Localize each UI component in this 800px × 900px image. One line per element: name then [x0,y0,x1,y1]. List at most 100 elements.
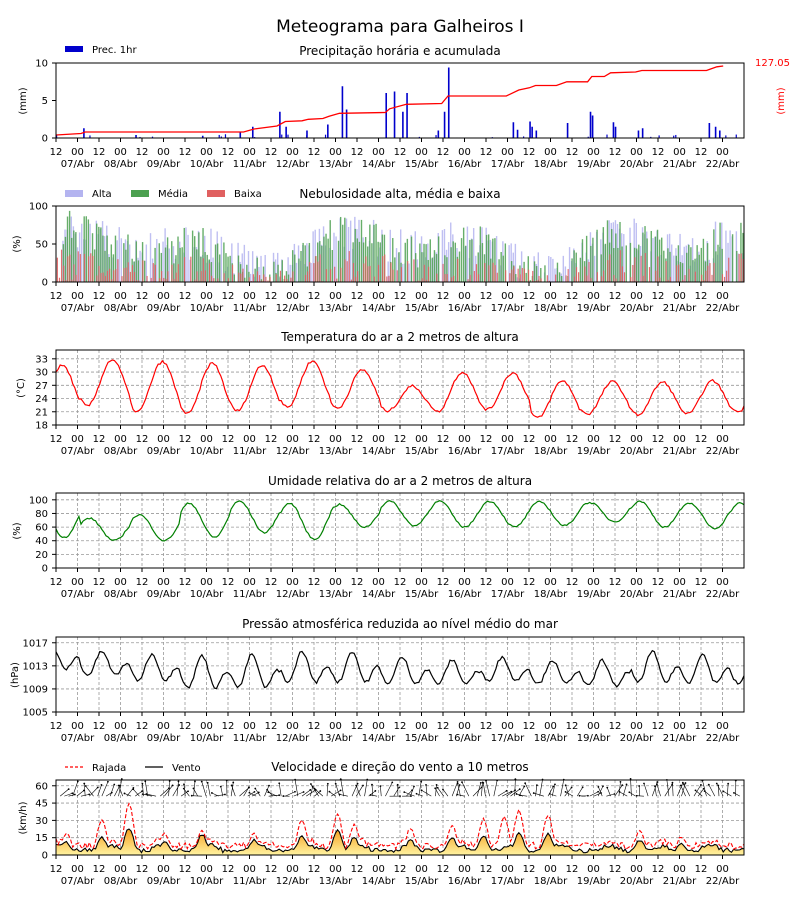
x-tick-label: 12 [308,147,321,158]
wind-direction-arrow [457,783,461,797]
x-day-label: 10/Abr [190,159,224,170]
cloud-bar-high [475,255,477,282]
x-tick-label: 12 [566,577,579,588]
precip-bar [281,134,283,138]
x-tick-label: 00 [286,434,299,445]
wind-direction-arrow [247,791,255,797]
cloud-bar-mid [519,265,521,282]
wind-arrow-head [510,790,513,793]
cloud-bar-low [177,264,179,282]
precip-bar [650,136,652,138]
cloud-bar-low [104,275,106,282]
wind-arrow-head [420,789,423,792]
cloud-bar-mid [198,232,200,282]
cloud-bar-low [69,254,71,282]
x-tick-label: 00 [673,864,686,875]
x-day-label: 08/Abr [104,876,138,887]
cloud-bar-high [149,233,152,282]
cloud-bar-high [564,266,567,282]
cloud-bar-mid [404,242,406,282]
x-tick-label: 12 [93,577,106,588]
x-day-label: 09/Abr [147,733,181,744]
cloud-bar-mid [173,263,175,282]
x-day-label: 17/Abr [491,303,525,314]
x-tick-label: 00 [286,291,299,302]
x-tick-label: 00 [415,721,428,732]
cloud-bar-mid [285,271,288,282]
cloud-bar-mid [698,254,700,282]
cloud-bar-mid [262,266,265,282]
x-tick-label: 12 [265,864,278,875]
x-tick-label: 12 [136,721,149,732]
cloud-bar-mid [658,239,661,282]
cloud-bar-mid [321,245,323,282]
x-tick-label: 00 [243,147,256,158]
wind-arrow-head [703,790,706,792]
cloud-bar-mid [367,246,369,282]
x-tick-label: 00 [544,721,557,732]
cloud-bar-low [238,272,240,282]
wind-direction-arrow [614,784,623,797]
cloud-bar-high [562,255,565,282]
wind-arrow-head [581,786,584,789]
cloud-bar-low [484,263,486,282]
x-tick-label: 12 [394,434,407,445]
wind-direction-arrow [68,794,75,797]
cloud-bar-high [185,227,187,282]
x-tick-label: 00 [630,577,643,588]
wind-direction-arrow [294,779,299,797]
x-day-label: 22/Abr [706,876,740,887]
cloud-bar-low [377,264,380,282]
x-tick-label: 00 [114,577,127,588]
x-tick-label: 00 [673,147,686,158]
cloud-bar-high [639,246,642,282]
x-day-label: 12/Abr [276,876,310,887]
wind-direction-arrow [539,779,543,797]
wind-arrow-head [532,792,535,794]
cloud-bar-mid [337,240,340,282]
cloud-bar-mid [681,263,684,282]
cloud-bar-low [723,276,726,282]
x-tick-label: 00 [673,577,686,588]
precip-bar [714,126,717,138]
cloud-bar-mid [183,227,185,282]
x-tick-label: 12 [695,864,708,875]
y-tick-label: 20 [35,550,48,561]
cloud-bar-mid [398,252,400,282]
x-tick-label: 00 [286,721,299,732]
x-day-label: 10/Abr [190,589,224,600]
cloud-bar-low [204,270,207,282]
precip-bar [725,135,727,138]
cloud-bar-low [313,263,315,282]
x-day-label: 14/Abr [362,876,396,887]
precip-bar [708,123,711,138]
cloud-bar-low [127,262,129,282]
cloud-bar-mid [615,233,617,282]
wind-arrow-head [313,787,316,790]
cloud-bar-mid [717,244,719,282]
precip-bar [591,115,594,138]
cloud-bar-mid [667,248,669,282]
wind-direction-arrow [331,790,341,797]
cloud-bar-low [265,276,267,282]
cloud-bar-high [652,238,654,282]
y-tick-label: 0 [42,564,48,575]
x-tick-label: 12 [437,147,450,158]
wind-direction-arrow [371,784,374,797]
cloud-bar-mid [642,232,644,282]
cloud-bar-low [496,272,498,282]
cloud-bar-mid [68,210,71,282]
y-tick-label: 0 [42,134,48,145]
cloud-bar-low [183,257,186,282]
wind-direction-arrow [693,784,702,797]
precip-bar [531,126,533,138]
wind-direction-arrow [326,783,329,797]
x-day-label: 12/Abr [276,589,310,600]
cloud-bar-mid [579,257,582,282]
cloud-bar-mid [66,216,69,282]
x-tick-label: 00 [114,434,127,445]
wind-arrow-head [379,785,382,788]
cloud-bar-low [165,278,167,282]
x-tick-label: 00 [415,291,428,302]
wind-direction-arrow [418,781,422,797]
